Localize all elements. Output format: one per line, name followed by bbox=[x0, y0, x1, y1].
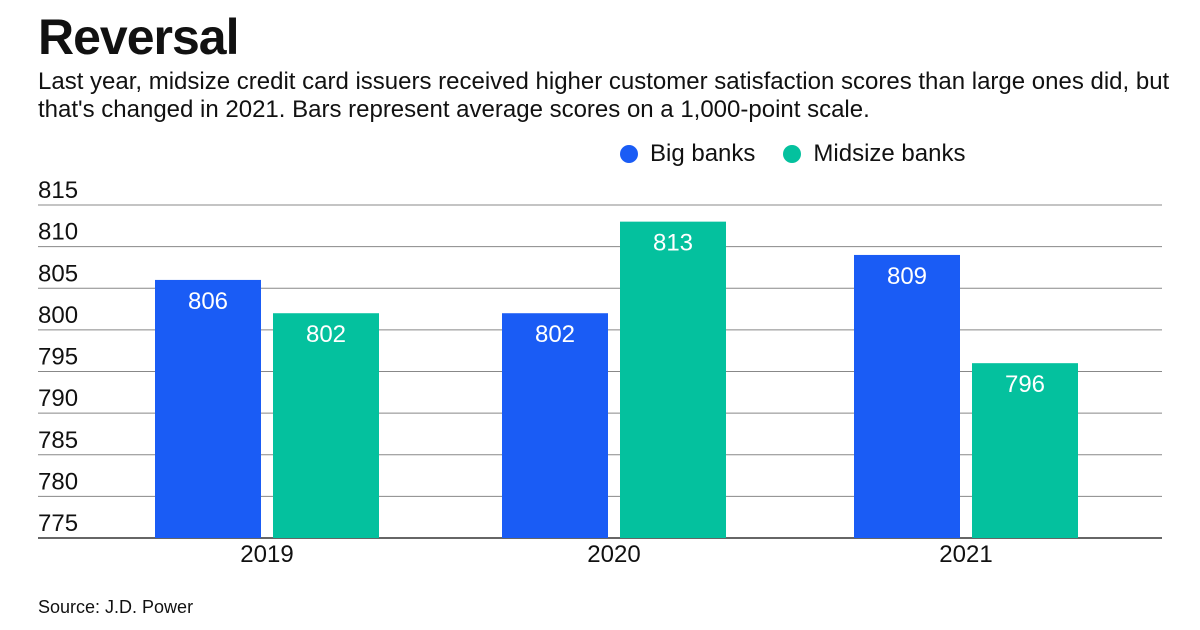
legend: Big banks Midsize banks bbox=[620, 138, 993, 170]
bar-big-banks-2020 bbox=[502, 313, 608, 538]
chart-subtitle: Last year, midsize credit card issuers r… bbox=[38, 68, 1170, 123]
y-tick-label-795: 795 bbox=[38, 344, 78, 371]
legend-label-big-banks: Big banks bbox=[650, 140, 756, 167]
source-note: Source: J.D. Power bbox=[38, 597, 194, 617]
legend-item-midsize-banks: Midsize banks bbox=[783, 138, 965, 170]
y-tick-label-780: 780 bbox=[38, 468, 78, 495]
y-tick-label-775: 775 bbox=[38, 510, 78, 537]
label-layer: 775 780 785 790 795 800 805 810 815 806 802 2019 802… bbox=[38, 177, 1045, 568]
legend-swatch-big-banks bbox=[620, 145, 638, 163]
bar-midsize-banks-2019 bbox=[273, 313, 379, 538]
bar-midsize-banks-2021 bbox=[972, 363, 1078, 538]
x-tick-label-2019: 2019 bbox=[240, 541, 293, 568]
y-tick-label-815: 815 bbox=[38, 177, 78, 204]
legend-label-midsize-banks: Midsize banks bbox=[813, 140, 966, 167]
bar-big-banks-2019 bbox=[155, 279, 261, 538]
bar-layer bbox=[155, 221, 1078, 538]
data-label-big-banks-2019: 806 bbox=[188, 288, 228, 315]
data-label-big-banks-2020: 802 bbox=[535, 321, 575, 348]
chart-title: Reversal bbox=[38, 9, 239, 65]
y-tick-label-800: 800 bbox=[38, 302, 78, 329]
y-tick-label-785: 785 bbox=[38, 427, 78, 454]
y-tick-label-805: 805 bbox=[38, 260, 78, 287]
data-label-big-banks-2021: 809 bbox=[887, 263, 927, 290]
data-label-midsize-banks-2020: 813 bbox=[653, 230, 693, 257]
legend-item-big-banks: Big banks bbox=[620, 138, 755, 170]
data-label-midsize-banks-2021: 796 bbox=[1005, 371, 1045, 398]
bar-big-banks-2021 bbox=[854, 254, 960, 538]
y-tick-label-810: 810 bbox=[38, 219, 78, 246]
legend-swatch-midsize-banks bbox=[783, 145, 802, 163]
x-tick-label-2021: 2021 bbox=[939, 541, 992, 568]
data-label-midsize-banks-2019: 802 bbox=[306, 321, 346, 348]
y-tick-label-790: 790 bbox=[38, 385, 78, 412]
x-tick-label-2020: 2020 bbox=[587, 541, 640, 568]
bar-midsize-banks-2020 bbox=[620, 221, 726, 538]
